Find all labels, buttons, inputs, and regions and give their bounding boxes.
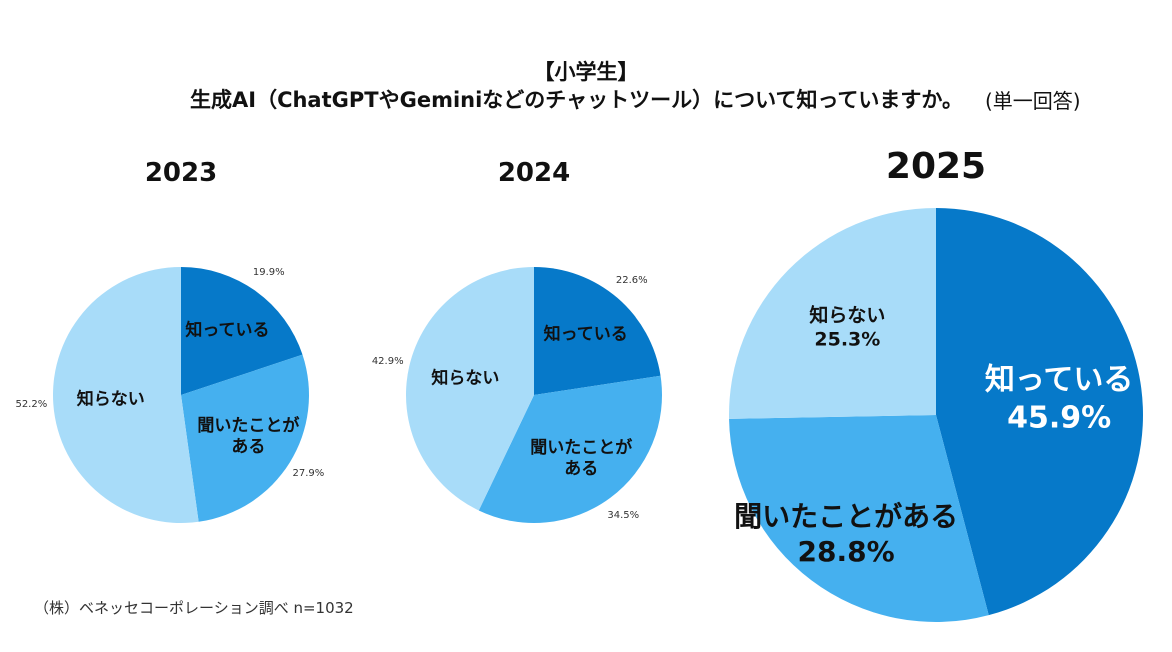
pie-slice — [406, 267, 534, 511]
slice-label: 聞いたことがある 28.8% — [734, 499, 958, 569]
category-label: 知っている — [984, 362, 1134, 398]
pie-slice — [936, 208, 1143, 616]
pie-slice — [728, 208, 936, 419]
value-label: 28.8% — [797, 534, 895, 568]
category-label: 知っている — [185, 320, 270, 341]
category-label: 聞いたことがある — [734, 499, 959, 533]
chart-title: 2025 — [885, 146, 987, 187]
category-label: 知らない — [76, 389, 145, 410]
chart-title: 2023 — [144, 158, 218, 188]
pie-slice — [534, 267, 661, 395]
slice-label: 知っている 45.9% — [985, 362, 1134, 437]
category-label: 知らない — [809, 304, 886, 327]
pie-slice — [478, 375, 662, 523]
value-label: 22.6% — [615, 274, 648, 286]
category-label: 知っている — [543, 324, 628, 345]
category-label: 知らない — [431, 368, 500, 389]
title-group: 【小学生】 — [533, 60, 639, 84]
value-label: 19.9% — [252, 267, 285, 279]
value-label: 34.5% — [607, 509, 640, 521]
pie-slice — [729, 415, 989, 622]
chart-title: 2024 — [497, 158, 571, 188]
title: 生成AI（ChatGPTやGeminiなどのチャットツール）について知っています… — [190, 88, 963, 112]
value-label: 25.3% — [814, 328, 881, 350]
source: （株）ベネッセコーポレーション調べ n=1032 — [34, 599, 354, 617]
category-label: 聞いたことがある — [197, 415, 300, 457]
pie-slice — [52, 267, 199, 523]
value-label: 27.9% — [292, 467, 325, 479]
slice-label: 知らない 25.3% — [809, 304, 885, 352]
value-label: 42.9% — [371, 355, 404, 367]
pie-slice — [181, 354, 309, 522]
value-label: 45.9% — [1007, 400, 1112, 436]
category-label: 聞いたことがある — [530, 437, 633, 479]
pie-slice — [181, 267, 303, 395]
title-note: (単一回答) — [985, 89, 1081, 113]
value-label: 52.2% — [15, 399, 48, 411]
